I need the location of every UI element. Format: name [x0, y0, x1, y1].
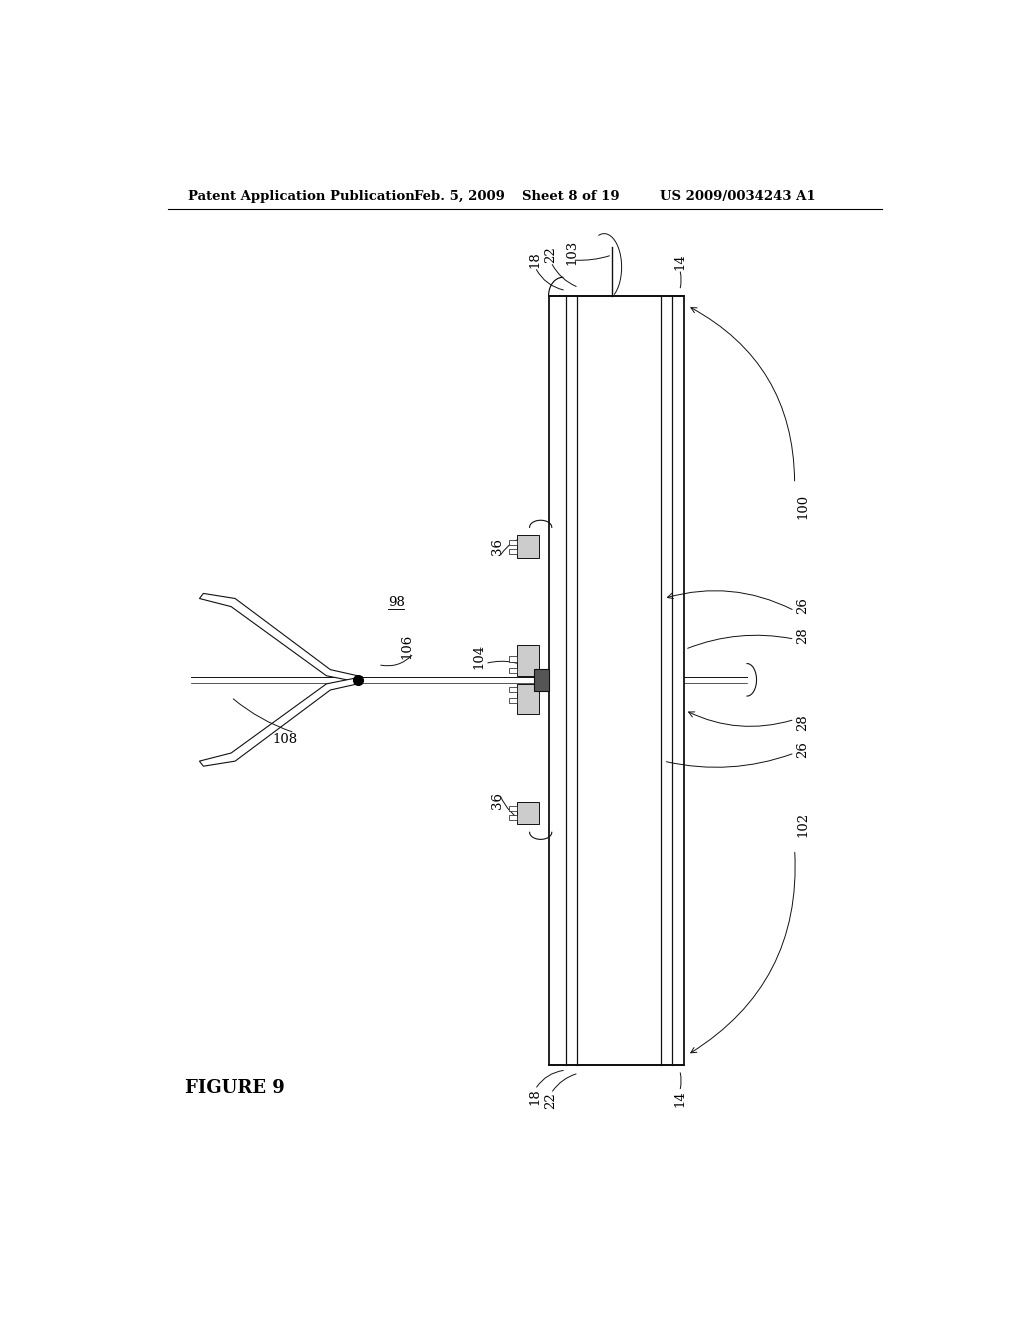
Text: 26: 26: [796, 742, 809, 759]
Text: 22: 22: [545, 1092, 557, 1109]
Bar: [549, 296, 684, 1065]
Text: 14: 14: [673, 1090, 686, 1107]
Bar: [509, 805, 517, 810]
Text: 28: 28: [796, 714, 809, 731]
Text: 18: 18: [528, 252, 542, 268]
Bar: [509, 814, 517, 820]
Text: 26: 26: [796, 597, 809, 614]
Bar: [517, 536, 539, 558]
Text: 106: 106: [400, 634, 414, 659]
Bar: [509, 549, 517, 554]
Text: 36: 36: [490, 539, 504, 556]
Bar: [517, 645, 539, 676]
Text: Sheet 8 of 19: Sheet 8 of 19: [522, 190, 621, 202]
Text: 102: 102: [796, 812, 809, 837]
Bar: [509, 656, 517, 661]
Bar: [517, 801, 539, 824]
Bar: [509, 668, 517, 673]
Text: 18: 18: [528, 1088, 542, 1105]
Text: 28: 28: [796, 628, 809, 644]
Text: Feb. 5, 2009: Feb. 5, 2009: [414, 190, 505, 202]
Text: 100: 100: [796, 494, 809, 519]
Polygon shape: [200, 594, 362, 682]
Text: 98: 98: [388, 597, 404, 609]
Bar: [517, 684, 539, 714]
Text: Patent Application Publication: Patent Application Publication: [187, 190, 415, 202]
Text: 103: 103: [566, 239, 579, 264]
Polygon shape: [200, 677, 362, 766]
Text: 14: 14: [673, 253, 686, 271]
Text: 36: 36: [490, 792, 504, 809]
Text: 22: 22: [545, 247, 557, 263]
Text: FIGURE 9: FIGURE 9: [185, 1080, 285, 1097]
Text: 104: 104: [472, 644, 485, 669]
Bar: [509, 698, 517, 704]
Text: US 2009/0034243 A1: US 2009/0034243 A1: [659, 190, 815, 202]
Bar: [509, 686, 517, 692]
Bar: [535, 669, 549, 690]
Text: 108: 108: [272, 734, 298, 746]
Bar: [509, 540, 517, 545]
